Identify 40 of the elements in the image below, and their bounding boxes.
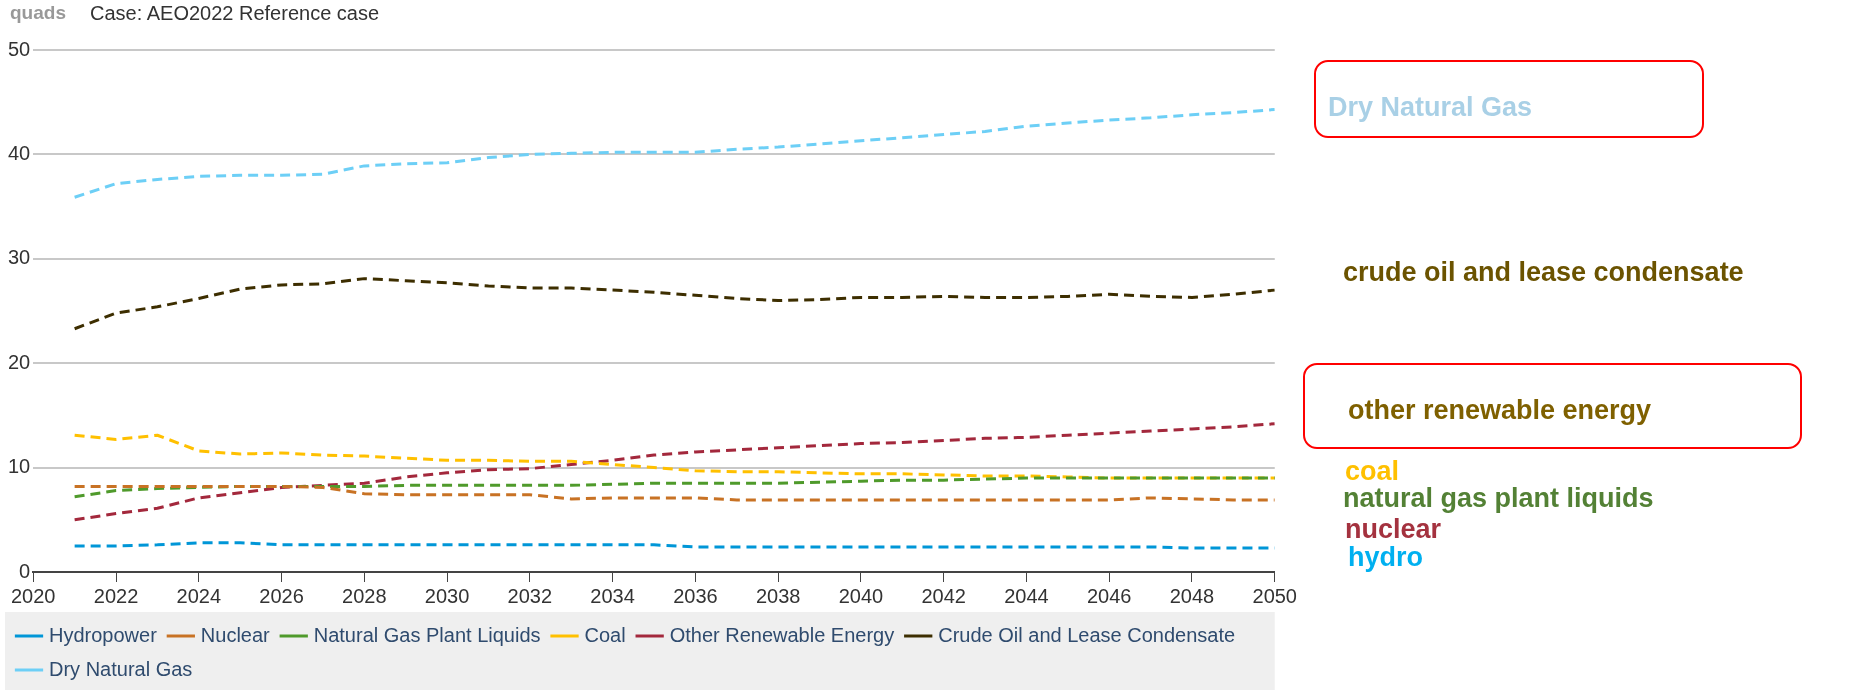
legend-label: Hydropower: [49, 623, 158, 646]
legend-label: Other Renewable Energy: [669, 623, 895, 646]
legend-label: Crude Oil and Lease Condensate: [938, 623, 1236, 646]
x-tick-label: 2020: [11, 584, 56, 607]
y-tick-label: 50: [8, 37, 31, 60]
legend-label: Dry Natural Gas: [49, 657, 193, 680]
chart-subtitle: Case: AEO2022 Reference case: [90, 2, 380, 25]
line-series: [73, 108, 1275, 199]
x-tick-label: 2044: [1004, 584, 1049, 607]
y-tick-label: 20: [8, 350, 31, 373]
x-tick-label: 2030: [424, 584, 470, 607]
line-series: [73, 433, 1275, 480]
line-series: [73, 277, 1275, 331]
y-tick-label: 30: [8, 246, 31, 269]
y-tick-label: 10: [8, 455, 31, 478]
x-tick-label: 2036: [673, 584, 718, 607]
y-tick-label: 40: [8, 141, 31, 164]
legend-label: Nuclear: [200, 623, 271, 646]
y-tick-label: 0: [19, 559, 31, 582]
x-tick-label: 2048: [1169, 584, 1215, 607]
x-tick-label: 2034: [590, 584, 635, 607]
x-tick-label: 2032: [507, 584, 553, 607]
x-tick-label: 2022: [93, 584, 139, 607]
text: nuclear: [1345, 514, 1442, 545]
x-tick-label: 2028: [342, 584, 387, 607]
text: Dry Natural Gas: [1328, 92, 1533, 123]
x-tick-label: 2042: [921, 584, 966, 607]
text: other renewable energy: [1348, 395, 1652, 426]
text: hydro: [1348, 542, 1424, 573]
legend-label: Natural Gas Plant Liquids: [313, 623, 541, 646]
x-tick-label: 2024: [176, 584, 222, 607]
x-tick-label: 2040: [838, 584, 884, 607]
text: crude oil and lease condensate: [1343, 257, 1744, 288]
x-tick-label: 2026: [259, 584, 304, 607]
x-tick-label: 2038: [755, 584, 801, 607]
x-tick-label: 2050: [1252, 584, 1297, 607]
x-tick-label: 2046: [1086, 584, 1132, 607]
legend-label: Coal: [584, 623, 626, 646]
line-series: [73, 422, 1275, 522]
y-axis-title: quads: [10, 2, 66, 24]
